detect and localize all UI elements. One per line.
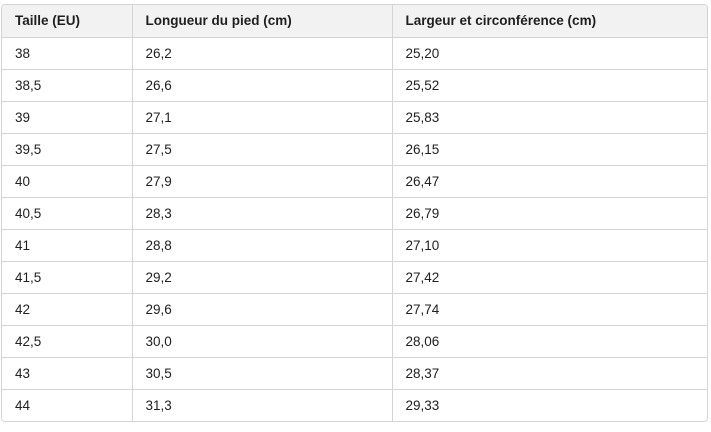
column-header-taille-eu: Taille (EU)	[2, 5, 133, 38]
table-header-row: Taille (EU) Longueur du pied (cm) Largeu…	[2, 5, 707, 38]
table-cell-taille-eu: 40,5	[2, 197, 133, 230]
table-row: 42 29,6 27,74	[2, 293, 707, 326]
size-chart-table: Taille (EU) Longueur du pied (cm) Largeu…	[2, 5, 707, 421]
table-row: 40,5 28,3 26,79	[2, 197, 707, 230]
table-cell-taille-eu: 43	[2, 357, 133, 390]
table-cell-longueur-pied: 28,3	[132, 197, 393, 230]
table-cell-taille-eu: 41,5	[2, 261, 133, 294]
table-cell-taille-eu: 38,5	[2, 69, 133, 102]
column-header-largeur-circonference: Largeur et circonférence (cm)	[392, 5, 707, 38]
table-cell-largeur-circonference: 25,20	[392, 37, 707, 70]
table-cell-largeur-circonference: 26,79	[392, 197, 707, 230]
table-cell-largeur-circonference: 26,47	[392, 165, 707, 198]
table-cell-taille-eu: 39	[2, 101, 133, 134]
table-cell-taille-eu: 38	[2, 37, 133, 70]
table-cell-longueur-pied: 30,0	[132, 325, 393, 358]
table-row: 41,5 29,2 27,42	[2, 261, 707, 294]
table-header: Taille (EU) Longueur du pied (cm) Largeu…	[2, 5, 707, 38]
table-row: 41 28,8 27,10	[2, 229, 707, 262]
table-cell-largeur-circonference: 28,06	[392, 325, 707, 358]
table-cell-longueur-pied: 30,5	[132, 357, 393, 390]
table-cell-longueur-pied: 31,3	[132, 389, 393, 421]
table-cell-longueur-pied: 27,9	[132, 165, 393, 198]
size-chart-table-container: Taille (EU) Longueur du pied (cm) Largeu…	[1, 4, 708, 422]
table-cell-longueur-pied: 26,6	[132, 69, 393, 102]
table-cell-largeur-circonference: 25,83	[392, 101, 707, 134]
column-header-longueur-pied: Longueur du pied (cm)	[132, 5, 393, 38]
table-row: 38,5 26,6 25,52	[2, 69, 707, 102]
table-cell-longueur-pied: 26,2	[132, 37, 393, 70]
table-cell-largeur-circonference: 25,52	[392, 69, 707, 102]
table-cell-taille-eu: 41	[2, 229, 133, 262]
table-cell-longueur-pied: 28,8	[132, 229, 393, 262]
table-body: 38 26,2 25,20 38,5 26,6 25,52 39 27,1 25,83 39,5 2…	[2, 37, 707, 421]
table-row: 42,5 30,0 28,06	[2, 325, 707, 358]
table-cell-taille-eu: 42	[2, 293, 133, 326]
table-cell-longueur-pied: 27,5	[132, 133, 393, 166]
table-cell-taille-eu: 39,5	[2, 133, 133, 166]
table-row: 43 30,5 28,37	[2, 357, 707, 390]
table-cell-longueur-pied: 29,2	[132, 261, 393, 294]
table-cell-largeur-circonference: 29,33	[392, 389, 707, 421]
table-cell-largeur-circonference: 26,15	[392, 133, 707, 166]
table-cell-longueur-pied: 27,1	[132, 101, 393, 134]
table-row: 39,5 27,5 26,15	[2, 133, 707, 166]
table-row: 40 27,9 26,47	[2, 165, 707, 198]
table-cell-largeur-circonference: 28,37	[392, 357, 707, 390]
table-cell-taille-eu: 44	[2, 389, 133, 421]
table-cell-taille-eu: 40	[2, 165, 133, 198]
table-row: 39 27,1 25,83	[2, 101, 707, 134]
table-row: 38 26,2 25,20	[2, 37, 707, 70]
table-cell-largeur-circonference: 27,74	[392, 293, 707, 326]
table-cell-largeur-circonference: 27,10	[392, 229, 707, 262]
table-row: 44 31,3 29,33	[2, 389, 707, 421]
table-cell-longueur-pied: 29,6	[132, 293, 393, 326]
table-cell-largeur-circonference: 27,42	[392, 261, 707, 294]
table-cell-taille-eu: 42,5	[2, 325, 133, 358]
